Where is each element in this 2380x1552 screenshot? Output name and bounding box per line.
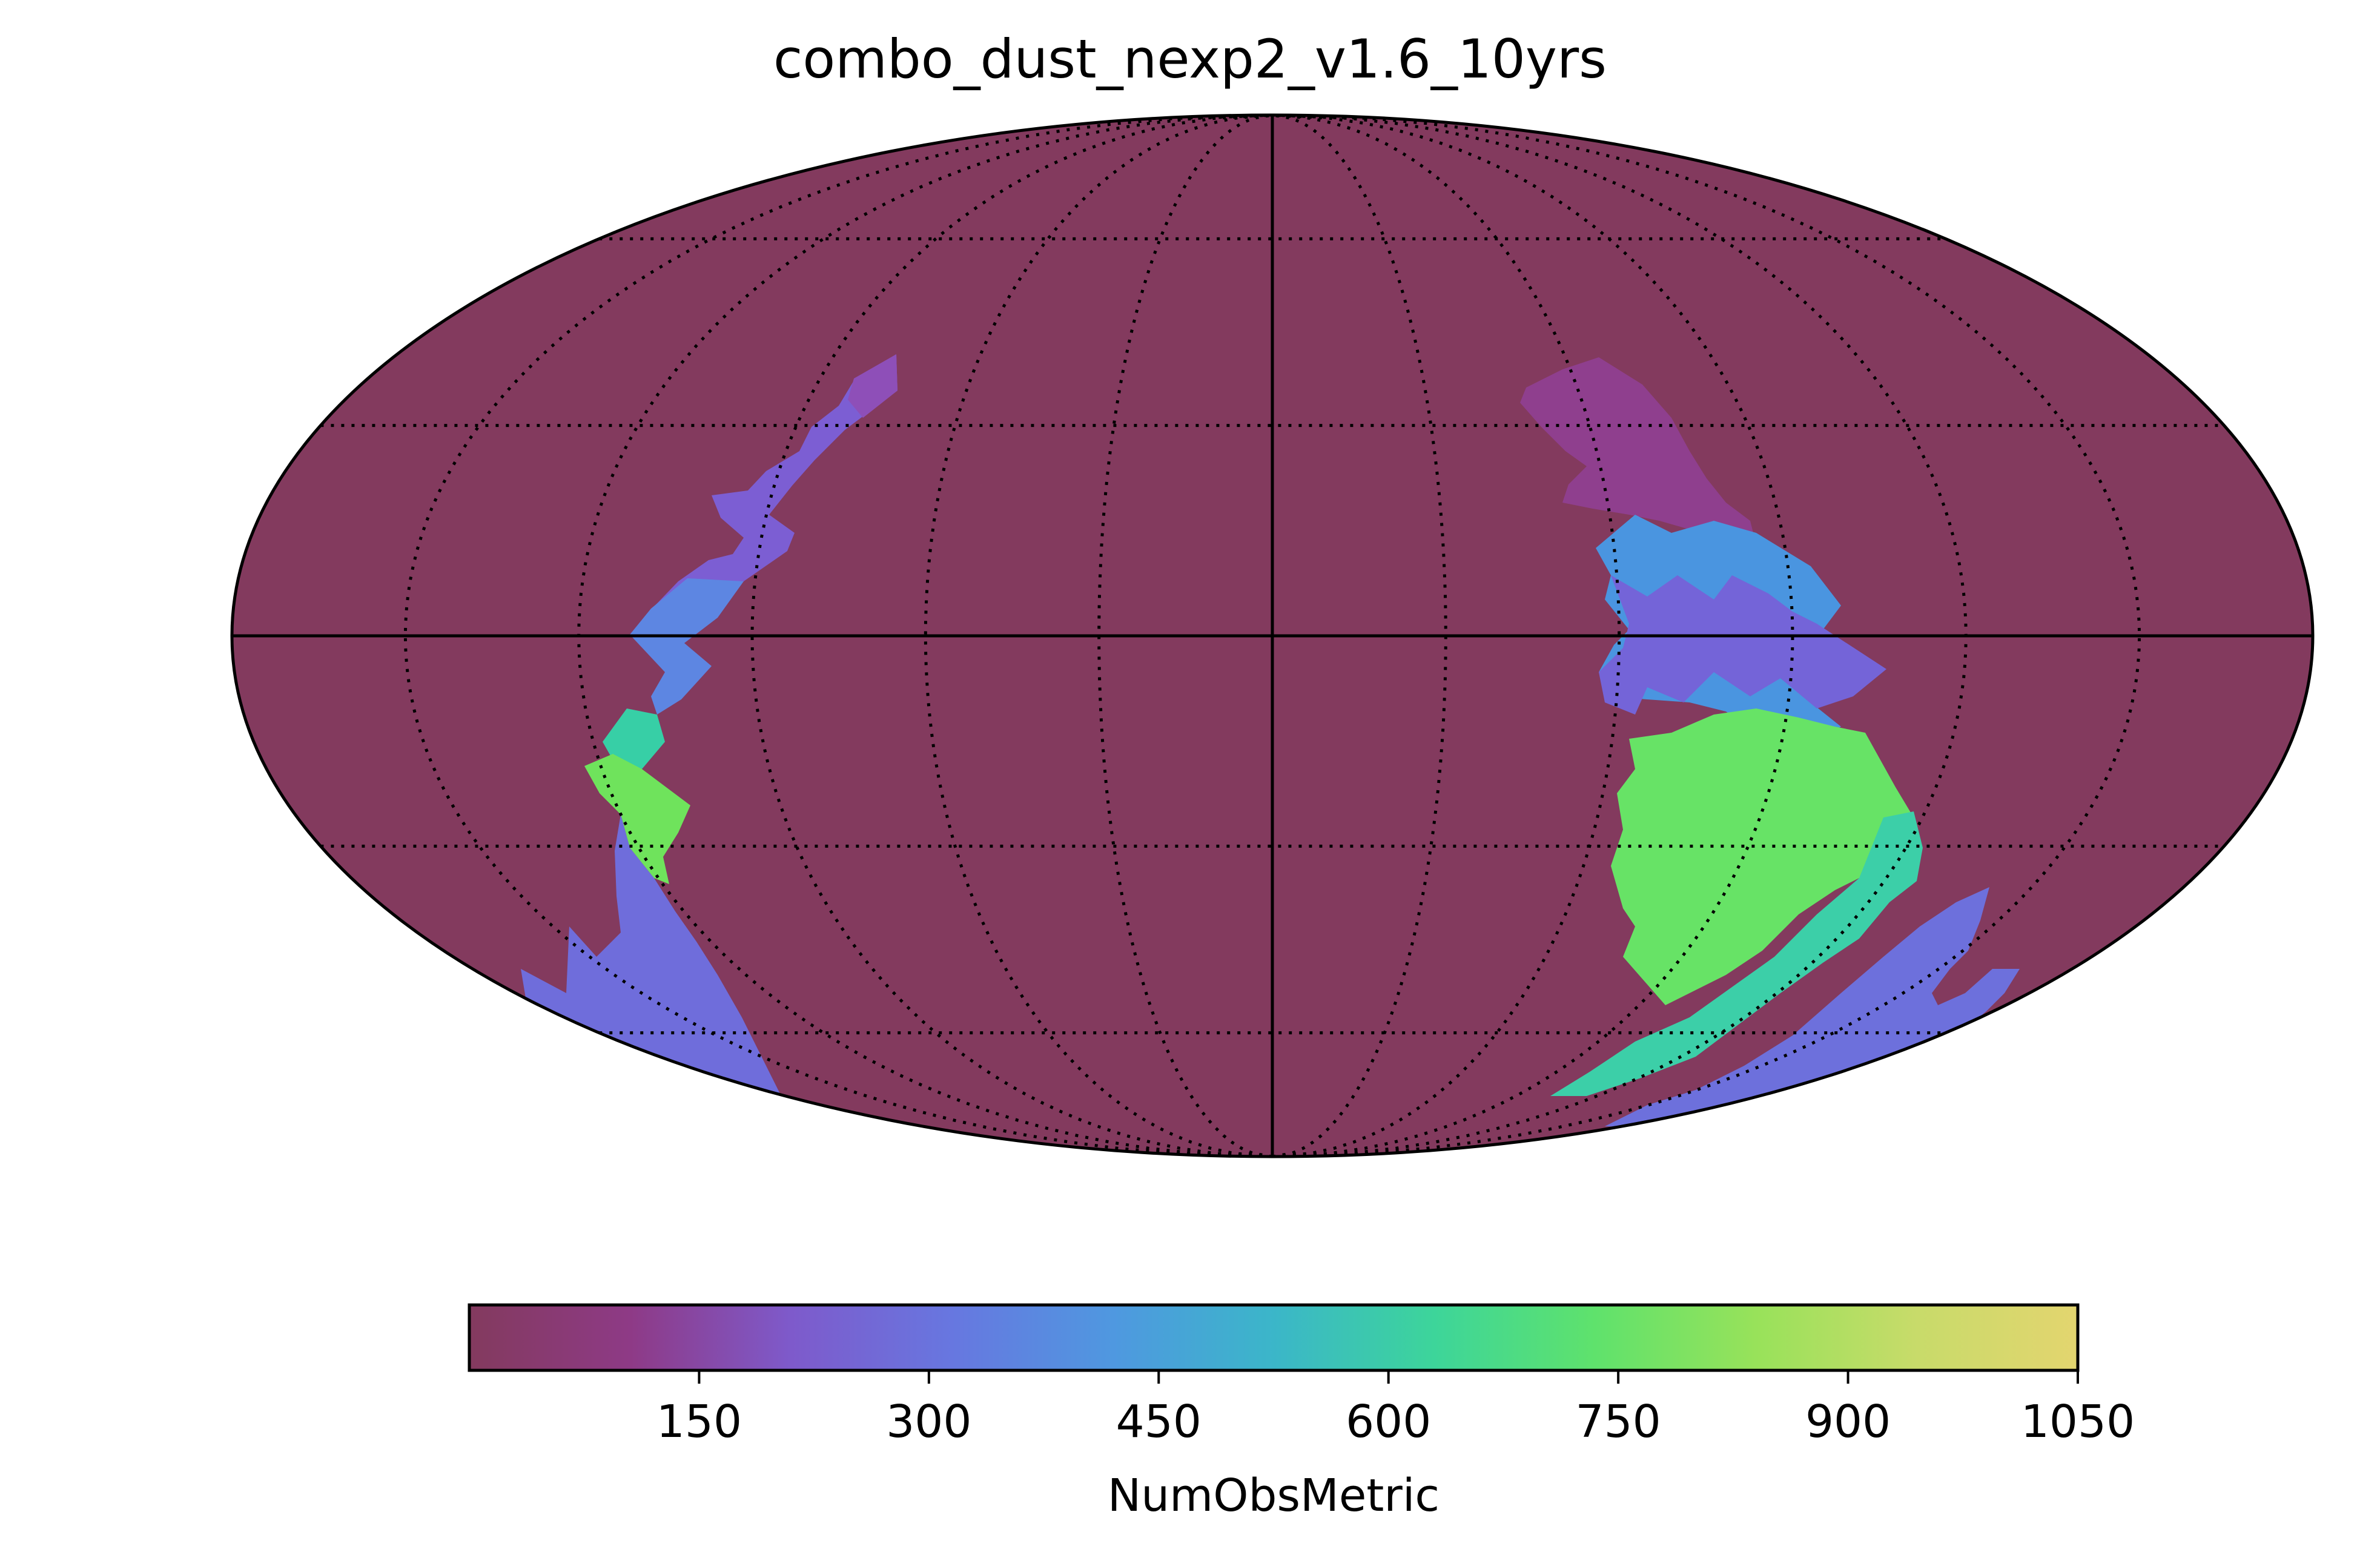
sky-map — [230, 113, 2315, 1158]
colorbar: 150 300 450 600 750 900 1050 NumObsMetric — [468, 1303, 2135, 1522]
region-left-arc-green — [584, 754, 690, 884]
sky-map-regions — [521, 354, 2020, 1128]
region-right-arc-purple — [1599, 575, 1886, 715]
meridian-line — [1097, 115, 1273, 1157]
meridian-line — [1272, 115, 1447, 1157]
region-left-arc-equator — [630, 578, 744, 715]
colorbar-tick-label: 1050 — [2021, 1396, 2135, 1448]
colorbar-bar — [468, 1303, 2080, 1372]
region-right-arc-green — [1611, 708, 1914, 1005]
colorbar-tick-label: 300 — [886, 1396, 971, 1448]
colorbar-tick-label: 900 — [1805, 1396, 1891, 1448]
region-left-arc-tip — [848, 354, 897, 418]
region-right-arc-lower — [1605, 887, 2020, 1128]
colorbar-tick-label: 750 — [1576, 1396, 1661, 1448]
region-right-arc-teal — [1550, 811, 1923, 1096]
region-left-arc-upper — [630, 354, 897, 642]
region-right-arc-upper — [1520, 357, 1756, 551]
colorbar-label: NumObsMetric — [1108, 1470, 1440, 1522]
region-left-arc-teal — [603, 708, 665, 769]
meridian-line — [750, 115, 1273, 1157]
colorbar-tick-label: 150 — [656, 1396, 742, 1448]
colorbar-tick-label: 450 — [1116, 1396, 1202, 1448]
colorbar-tick-label: 600 — [1346, 1396, 1431, 1448]
chart-title: combo_dust_nexp2_v1.6_10yrs — [773, 28, 1607, 90]
sky-map-outline — [230, 113, 2315, 1158]
